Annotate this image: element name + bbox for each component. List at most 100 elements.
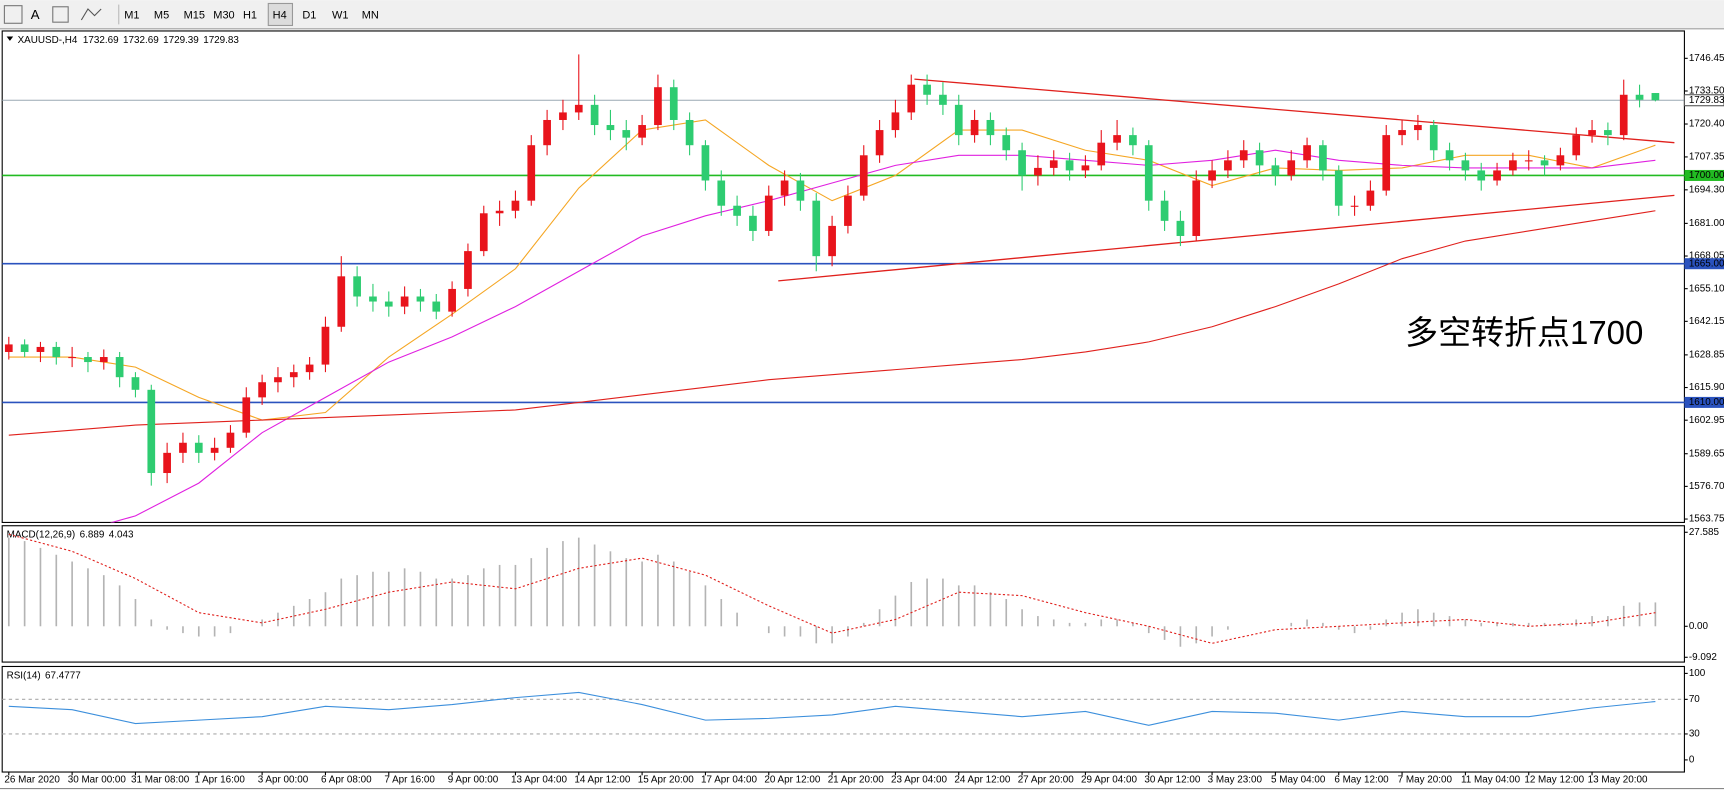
candle-body	[1429, 125, 1438, 151]
candle-body	[68, 357, 76, 359]
candle-body	[669, 87, 678, 120]
signal-line	[8, 533, 1656, 644]
timeframe-button[interactable]: W1	[332, 9, 348, 21]
candle-body	[258, 382, 266, 398]
candle-body	[527, 145, 536, 201]
tool-icon[interactable]	[52, 6, 69, 23]
candle-body	[1160, 200, 1169, 221]
tool-icon[interactable]: A	[31, 7, 40, 22]
candle-body	[274, 377, 282, 383]
candle-body	[1493, 170, 1501, 181]
rsi-panel	[1, 665, 1685, 773]
candle-body	[685, 119, 694, 146]
timeframe-button[interactable]: H1	[243, 9, 257, 21]
timeframe-button[interactable]: D1	[302, 9, 316, 21]
candle-body	[986, 119, 995, 136]
x-tick-label: 30 Mar 00:00	[68, 774, 127, 785]
candle-body	[448, 288, 456, 312]
candle-body	[194, 442, 203, 453]
timeframe-button[interactable]: MN	[362, 9, 379, 21]
candle-body	[147, 389, 156, 474]
y-tick-label: 1655.10	[1689, 283, 1724, 294]
candle-body	[1556, 155, 1565, 166]
close: 1729.83	[203, 34, 239, 45]
x-tick-label: 29 Apr 04:00	[1081, 774, 1138, 785]
y-tick-label: 1733.50	[1689, 86, 1724, 97]
candle-body	[1461, 160, 1470, 171]
timeframe-button[interactable]: M1	[124, 9, 139, 21]
y-tick-label: 1694.30	[1689, 184, 1724, 195]
candle-body	[1113, 135, 1121, 143]
candle-body	[1287, 160, 1296, 176]
candle-body	[84, 357, 92, 363]
timeframe-button[interactable]: H4	[273, 9, 287, 21]
candle-body	[1034, 167, 1042, 176]
active-button	[267, 2, 294, 27]
candle-body	[337, 276, 346, 327]
y-tick-label: 100	[1689, 668, 1706, 679]
candle-body	[353, 276, 361, 297]
timeframe-button[interactable]: M15	[184, 9, 205, 21]
candle-body	[1192, 180, 1201, 236]
x-tick-label: 30 Apr 12:00	[1144, 774, 1201, 785]
candle-body	[717, 180, 726, 206]
candle-body	[1239, 150, 1248, 161]
candle-body	[1635, 94, 1644, 100]
y-tick-label: 1681.00	[1689, 218, 1724, 229]
candle-body	[844, 195, 852, 226]
tool-icon[interactable]	[3, 5, 23, 24]
candle-body	[749, 215, 757, 231]
last-price-label: 1729.83	[1689, 95, 1724, 106]
y-tick-label: -9.092	[1689, 652, 1717, 663]
y-tick-label: 70	[1689, 694, 1700, 705]
y-tick-label: 30	[1689, 729, 1700, 740]
main-panel	[1, 30, 1685, 523]
macd-title: MACD(12,26,9)	[7, 529, 76, 540]
main-header: XAUUSD-,H4 1732.69 1732.69 1729.39 1729.83	[18, 34, 240, 45]
candle-body	[701, 145, 710, 181]
x-tick-label: 27 Apr 20:00	[1018, 774, 1075, 785]
candle-body	[1366, 190, 1375, 206]
candle-body	[1477, 170, 1486, 181]
candle-body	[52, 346, 61, 358]
rsi-line	[8, 691, 1656, 726]
candle-body	[1619, 94, 1628, 136]
candle-body	[590, 104, 599, 126]
candle-body	[36, 346, 45, 352]
signal-value: 4.043	[109, 529, 134, 540]
candle-body	[464, 251, 472, 289]
timeframe-button[interactable]: M5	[154, 9, 169, 21]
candle-body	[733, 205, 741, 216]
x-tick-label: 21 Apr 20:00	[828, 774, 885, 785]
candle-body	[432, 301, 441, 312]
y-tick-label: 1563.75	[1689, 514, 1724, 525]
x-tick-label: 12 May 12:00	[1524, 774, 1584, 785]
candle-body	[859, 155, 868, 196]
x-tick-label: 13 May 20:00	[1588, 774, 1648, 785]
moving-average	[109, 149, 1656, 523]
x-tick-label: 3 May 23:00	[1208, 774, 1263, 785]
x-tick-label: 9 Apr 00:00	[448, 774, 499, 785]
rsi-value: 67.4777	[45, 670, 81, 681]
y-tick-label: 0.00	[1689, 621, 1709, 632]
candle-body	[321, 326, 330, 365]
price-level-label: 1665.00	[1689, 258, 1724, 269]
x-tick-label: 6 Apr 08:00	[321, 774, 372, 785]
moving-average	[8, 210, 1656, 436]
y-tick-label: 1602.95	[1689, 415, 1724, 426]
tool-icon[interactable]	[80, 8, 102, 21]
candle-body	[559, 112, 567, 120]
x-tick-label: 6 May 12:00	[1334, 774, 1389, 785]
candle-body	[638, 125, 646, 138]
x-tick-label: 26 Mar 2020	[4, 774, 60, 785]
timeframe-button[interactable]: M30	[213, 9, 234, 21]
candle-body	[907, 84, 916, 113]
candle-body	[495, 210, 504, 214]
trendline	[914, 78, 1675, 144]
candle-body	[210, 447, 219, 453]
y-tick-label: 1628.85	[1689, 349, 1724, 360]
candle-body	[939, 94, 947, 105]
candle-body	[479, 213, 488, 252]
moving-average	[8, 119, 1656, 421]
